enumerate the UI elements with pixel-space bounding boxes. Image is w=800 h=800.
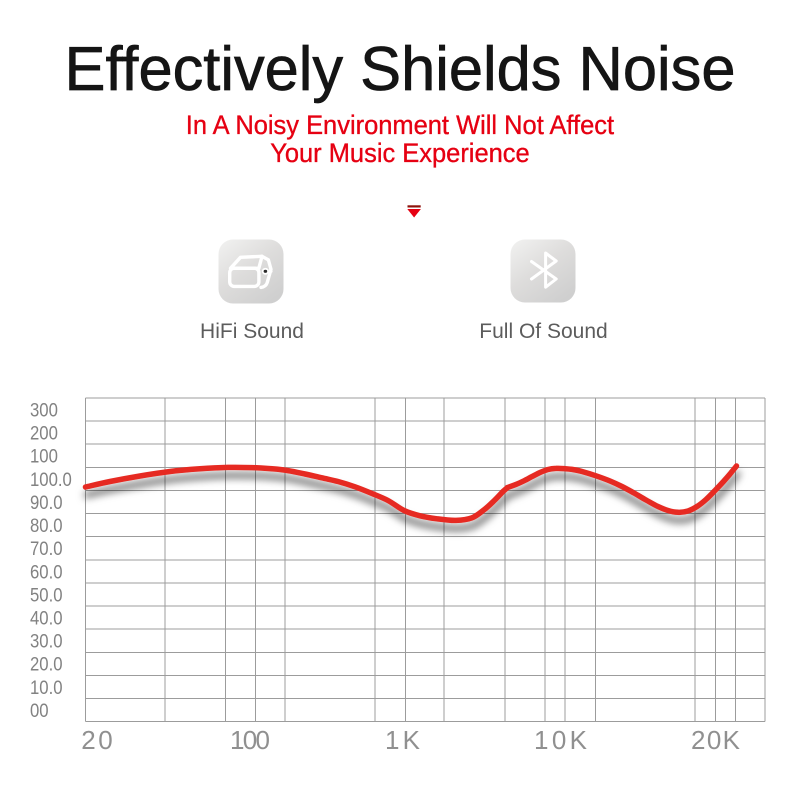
svg-text:70.0: 70.0 bbox=[30, 539, 63, 560]
svg-text:40.0: 40.0 bbox=[30, 609, 63, 630]
svg-text:80.0: 80.0 bbox=[30, 516, 63, 537]
svg-text:1K: 1K bbox=[385, 725, 421, 755]
svg-text:20K: 20K bbox=[691, 725, 741, 755]
svg-text:100.0: 100.0 bbox=[30, 470, 72, 491]
svg-text:60.0: 60.0 bbox=[30, 562, 63, 583]
svg-text:90.0: 90.0 bbox=[30, 493, 63, 514]
svg-text:20.0: 20.0 bbox=[30, 655, 63, 676]
svg-text:20: 20 bbox=[81, 725, 113, 755]
svg-text:300: 300 bbox=[30, 401, 58, 422]
svg-text:10K: 10K bbox=[534, 725, 588, 755]
svg-text:10.0: 10.0 bbox=[30, 678, 63, 699]
svg-text:30.0: 30.0 bbox=[30, 632, 63, 653]
svg-text:100: 100 bbox=[230, 725, 270, 755]
svg-text:100: 100 bbox=[30, 447, 58, 468]
svg-text:00: 00 bbox=[30, 701, 49, 722]
svg-text:50.0: 50.0 bbox=[30, 585, 63, 606]
svg-text:200: 200 bbox=[30, 424, 58, 445]
